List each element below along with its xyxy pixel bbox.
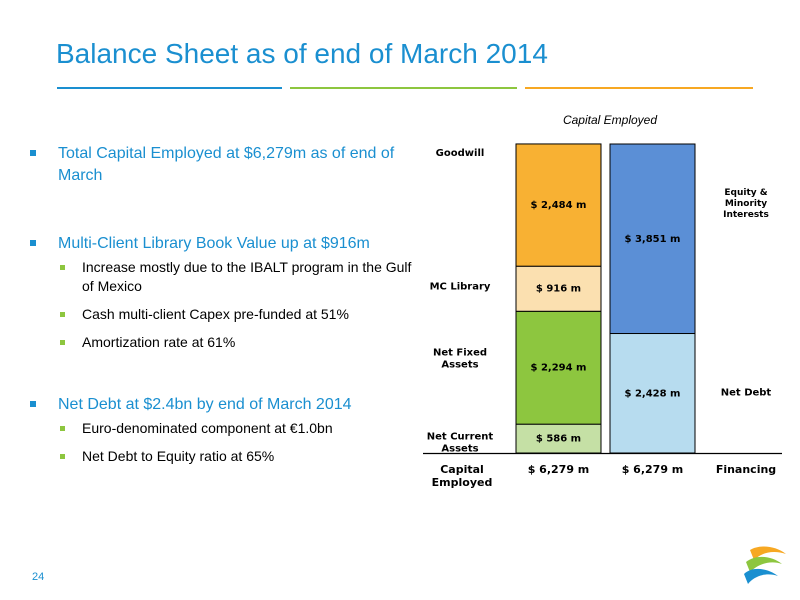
bullet-marker (30, 401, 36, 407)
category-label-mc-library: MC Library (430, 282, 491, 293)
bullet-text: Multi-Client Library Book Value up at $9… (58, 235, 370, 252)
sub-bullet: Euro-denominated component at €1.0bn (30, 419, 425, 438)
sub-bullet: Amortization rate at 61% (30, 333, 425, 352)
title-rule-orange (525, 87, 753, 89)
sub-bullet-marker (60, 426, 65, 431)
x-tick-label-total: $ 6,279 m (622, 463, 684, 476)
sub-bullet-text: Increase mostly due to the IBALT program… (82, 259, 412, 294)
title-rule-green (290, 87, 517, 89)
sub-bullet-text: Net Debt to Equity ratio at 65% (82, 448, 275, 464)
bullet-mc-library: Multi-Client Library Book Value up at $9… (30, 233, 425, 255)
bar-segment-goodwill (515, 143, 602, 267)
bullet-marker (30, 240, 36, 246)
chart-title: Capital Employed (562, 113, 658, 127)
category-label-net-debt: Net Debt (721, 387, 772, 398)
axis-label-financing: Financing (716, 463, 776, 476)
bullet-total-capital: Total Capital Employed at $6,279m as of … (30, 143, 425, 187)
company-logo-icon (744, 546, 786, 584)
bar-segment-equity-minority-interests (609, 143, 696, 335)
bar-label-mc-library: $ 916 m (536, 284, 581, 295)
bar-label-goodwill: $ 2,484 m (531, 200, 587, 211)
title-rule-blue (57, 87, 282, 89)
sub-bullet-marker (60, 454, 65, 459)
bar-label-net-fixed-assets: $ 2,294 m (531, 363, 587, 374)
bullet-list: Total Capital Employed at $6,279m as of … (30, 143, 425, 466)
sub-bullet: Cash multi-client Capex pre-funded at 51… (30, 305, 425, 324)
sub-bullet-text: Cash multi-client Capex pre-funded at 51… (82, 306, 349, 322)
slide-title: Balance Sheet as of end of March 2014 (56, 38, 548, 69)
sub-bullet-marker (60, 340, 65, 345)
axis-label-capital-employed: Capital Employed (432, 463, 493, 489)
bar-label-net-debt: $ 2,428 m (625, 388, 681, 399)
bar-label-equity-minority-interests: $ 3,851 m (625, 234, 681, 245)
sub-bullet-text: Amortization rate at 61% (82, 334, 236, 350)
sub-bullet: Increase mostly due to the IBALT program… (30, 258, 425, 296)
bullet-net-debt: Net Debt at $2.4bn by end of March 2014 (30, 394, 425, 416)
bullet-text: Net Debt at $2.4bn by end of March 2014 (58, 396, 352, 413)
bar-segment-net-debt (609, 333, 696, 454)
bar-segment-net-fixed-assets (515, 310, 602, 425)
bar-label-net-current-assets: $ 586 m (536, 434, 581, 445)
category-label-net-current-assets: Net Current Assets (427, 432, 494, 455)
category-label-goodwill: Goodwill (436, 148, 485, 159)
bar-segment-mc-library (515, 265, 602, 312)
x-tick-label-total: $ 6,279 m (528, 463, 590, 476)
category-label-net-fixed-assets: Net Fixed Assets (433, 348, 487, 371)
bullet-text: Total Capital Employed at $6,279m as of … (58, 145, 395, 184)
sub-bullet-text: Euro-denominated component at €1.0bn (82, 420, 333, 436)
page-number: 24 (32, 571, 45, 583)
category-label-equity-minority-interests: Equity & Minority Interests (723, 187, 769, 219)
sub-bullet-marker (60, 312, 65, 317)
bullet-marker (30, 150, 36, 156)
sub-bullet-marker (60, 265, 65, 270)
sub-bullet: Net Debt to Equity ratio at 65% (30, 447, 425, 466)
bar-segment-net-current-assets (515, 423, 602, 454)
